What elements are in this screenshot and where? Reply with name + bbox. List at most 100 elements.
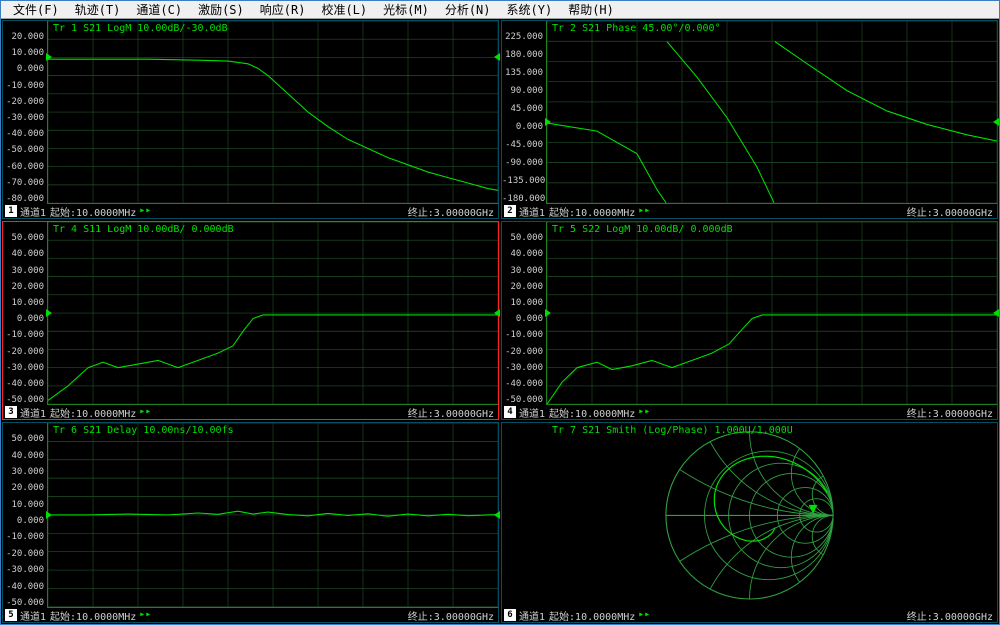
sweep-icon: ▸▸: [638, 205, 650, 216]
y-tick: -20.000: [3, 98, 47, 107]
menu-item[interactable]: 响应(R): [252, 1, 314, 18]
ref-marker-right: [494, 309, 500, 317]
stop-freq: 终止:3.00000GHz: [408, 405, 494, 420]
menu-item[interactable]: 帮助(H): [560, 1, 622, 18]
y-tick: 50.000: [3, 435, 47, 444]
channel-label: 通道1: [20, 608, 46, 623]
y-axis: 50.00040.00030.00020.00010.0000.000-10.0…: [3, 423, 47, 608]
start-freq: 起始:10.0000MHz: [50, 204, 136, 219]
panel-footer: 2通道1 起始:10.0000MHz▸▸ 终止:3.00000GHz: [502, 204, 997, 218]
panel-index: 3: [5, 406, 17, 418]
plot-panel-6[interactable]: Tr 7 S21 Smith (Log/Phase) 1.000U/1.000U…: [501, 422, 998, 623]
y-tick: -10.000: [3, 82, 47, 91]
y-tick: 40.000: [3, 250, 47, 259]
trace-label: Tr 1 S21 LogM 10.00dB/-30.0dB: [53, 23, 228, 34]
start-freq: 起始:10.0000MHz: [50, 405, 136, 420]
y-tick: 0.000: [3, 65, 47, 74]
y-tick: 225.000: [502, 33, 546, 42]
sweep-icon: ▸▸: [139, 406, 151, 417]
panel-footer: 1通道1起始:10.0000MHz▸▸终止:3.00000GHz: [3, 204, 498, 218]
menu-item[interactable]: 光标(M): [375, 1, 437, 18]
stop-freq: 终止:3.00000GHz: [907, 405, 993, 420]
y-axis: 50.00040.00030.00020.00010.0000.000-10.0…: [3, 222, 47, 405]
y-tick: 10.000: [3, 501, 47, 510]
y-tick: 30.000: [3, 468, 47, 477]
menu-item[interactable]: 轨迹(T): [67, 1, 129, 18]
start-freq: 起始:10.0000MHz: [549, 405, 635, 420]
plot-area: [47, 423, 498, 608]
panel-index: 2: [504, 205, 516, 217]
panel-footer: 5通道1起始:10.0000MHz▸▸终止:3.00000GHz: [3, 608, 498, 622]
smith-chart: [502, 423, 997, 608]
channel-label: 通道1: [519, 405, 545, 420]
y-tick: -30.000: [3, 566, 47, 575]
y-tick: 0.000: [3, 517, 47, 526]
panel-footer: 3通道1 起始:10.0000MHz▸▸ 终止:3.00000GHz: [3, 405, 498, 419]
plot-panel-3[interactable]: Tr 4 S11 LogM 10.00dB/ 0.000dB50.00040.0…: [2, 221, 499, 420]
y-tick: -40.000: [3, 380, 47, 389]
y-tick: 0.000: [502, 315, 546, 324]
panel-footer: 6通道1起始:10.0000MHz▸▸终止:3.00000GHz: [502, 608, 997, 622]
start-freq: 起始:10.0000MHz: [549, 608, 635, 623]
plot-panel-2[interactable]: Tr 2 S21 Phase 45.00°/0.000° 225.000 180.0…: [501, 20, 998, 219]
stop-freq: 终止:3.00000GHz: [408, 204, 494, 219]
channel-label: 通道1: [519, 204, 545, 219]
y-tick: -40.000: [3, 583, 47, 592]
trace-label: Tr 7 S21 Smith (Log/Phase) 1.000U/1.000U: [552, 425, 793, 436]
sweep-icon: ▸▸: [638, 609, 650, 620]
plot-panel-5[interactable]: Tr 6 S21 Delay 10.00ns/10.00fs50.00040.0…: [2, 422, 499, 623]
y-tick: -20.000: [502, 348, 546, 357]
channel-label: 通道1: [20, 405, 46, 420]
y-tick: 0.000: [502, 123, 546, 132]
y-tick: -60.000: [3, 163, 47, 172]
y-tick: -135.000: [502, 177, 546, 186]
panel-index: 5: [5, 609, 17, 621]
y-tick: -10.000: [3, 331, 47, 340]
plot-area: [546, 222, 997, 405]
trace-label: Tr 6 S21 Delay 10.00ns/10.00fs: [53, 425, 234, 436]
channel-label: 通道1: [20, 204, 46, 219]
plot-area: [47, 21, 498, 204]
menu-item[interactable]: 通道(C): [128, 1, 190, 18]
ref-marker-right: [494, 511, 500, 519]
plot-panel-4[interactable]: Tr 5 S22 LogM 10.00dB/ 0.000dB50.00040.0…: [501, 221, 998, 420]
trace-label: Tr 4 S11 LogM 10.00dB/ 0.000dB: [53, 224, 234, 235]
y-tick: 180.000: [502, 51, 546, 60]
y-tick: 135.000: [502, 69, 546, 78]
panel-footer: 4通道1起始:10.0000MHz▸▸终止:3.00000GHz: [502, 405, 997, 419]
plot-panel-1[interactable]: Tr 1 S21 LogM 10.00dB/-30.0dB 20.000 10.00…: [2, 20, 499, 219]
y-tick: 0.000: [3, 315, 47, 324]
trace-label: Tr 2 S21 Phase 45.00°/0.000°: [552, 23, 721, 34]
y-tick: -10.000: [502, 331, 546, 340]
stop-freq: 终止:3.00000GHz: [907, 204, 993, 219]
start-freq: 起始:10.0000MHz: [549, 204, 635, 219]
menu-item[interactable]: 分析(N): [437, 1, 499, 18]
panel-index: 6: [504, 609, 516, 621]
ref-marker-left: [46, 53, 52, 61]
y-tick: 30.000: [502, 267, 546, 276]
channel-label: 通道1: [519, 608, 545, 623]
y-tick: -20.000: [3, 348, 47, 357]
y-tick: 20.000: [3, 33, 47, 42]
y-tick: 20.000: [3, 283, 47, 292]
ref-marker-right: [494, 53, 500, 61]
y-tick: 90.000: [502, 87, 546, 96]
y-tick: 10.000: [3, 49, 47, 58]
y-tick: -90.000: [502, 159, 546, 168]
y-tick: -40.000: [3, 130, 47, 139]
y-tick: 40.000: [3, 452, 47, 461]
y-tick: -50.000: [3, 146, 47, 155]
y-axis: 20.000 10.000 0.000 -10.000 -20.000 -30.000 -4…: [3, 21, 47, 204]
sweep-icon: ▸▸: [139, 205, 151, 216]
menu-item[interactable]: 校准(L): [313, 1, 375, 18]
y-tick: 45.000: [502, 105, 546, 114]
y-axis: 225.000 180.000 135.000 90.000 45.000 0.000 -4…: [502, 21, 546, 204]
menu-item[interactable]: 文件(F): [5, 1, 67, 18]
y-tick: -30.000: [3, 114, 47, 123]
menu-item[interactable]: 系统(Y): [499, 1, 561, 18]
y-tick: 10.000: [3, 299, 47, 308]
sweep-icon: ▸▸: [139, 609, 151, 620]
menu-item[interactable]: 激励(S): [190, 1, 252, 18]
y-tick: -30.000: [502, 364, 546, 373]
y-tick: -45.000: [502, 141, 546, 150]
